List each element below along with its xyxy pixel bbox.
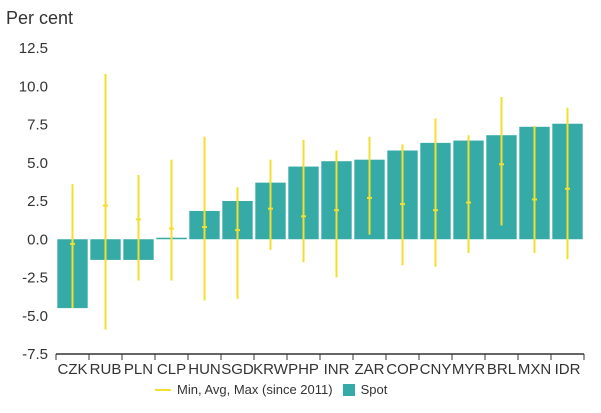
chart-legend: Min, Avg, Max (since 2011) Spot (155, 382, 387, 397)
y-tick-label: 12.5 (19, 40, 48, 57)
y-tick-label: -5.0 (22, 308, 48, 325)
legend-item-spot: Spot (342, 382, 388, 397)
x-tick-label-hun: HUN (188, 361, 221, 378)
x-tick-label-czk: CZK (58, 361, 88, 378)
y-tick-label: 7.5 (27, 117, 48, 134)
x-tick-label-rub: RUB (90, 361, 122, 378)
x-tick-label-mxn: MXN (518, 361, 551, 378)
x-tick-label-krw: KRW (253, 361, 289, 378)
y-tick-label: 5.0 (27, 155, 48, 172)
legend-item-range: Min, Avg, Max (since 2011) (155, 382, 333, 397)
legend-spot-swatch (342, 383, 355, 396)
x-tick-label-pln: PLN (124, 361, 153, 378)
x-tick-label-zar: ZAR (355, 361, 385, 378)
x-tick-label-cop: COP (386, 361, 419, 378)
x-tick-label-idr: IDR (555, 361, 581, 378)
x-tick-label-inr: INR (324, 361, 350, 378)
x-tick-label-clp: CLP (157, 361, 186, 378)
y-tick-label: -2.5 (22, 270, 48, 287)
x-tick-label-sgd: SGD (221, 361, 254, 378)
y-axis-unit-label: Per cent (6, 8, 74, 28)
y-tick-label: 10.0 (19, 78, 48, 95)
legend-spot-label: Spot (360, 382, 388, 397)
y-tick-label: -7.5 (22, 346, 48, 363)
legend-range-swatch (155, 388, 171, 391)
legend-range-label: Min, Avg, Max (since 2011) (177, 382, 333, 397)
x-tick-label-cny: CNY (420, 361, 452, 378)
x-tick-label-php: PHP (288, 361, 319, 378)
x-tick-label-myr: MYR (452, 361, 486, 378)
y-tick-label: 0.0 (27, 231, 48, 248)
y-tick-label: 2.5 (27, 193, 48, 210)
x-tick-label-brl: BRL (487, 361, 516, 378)
